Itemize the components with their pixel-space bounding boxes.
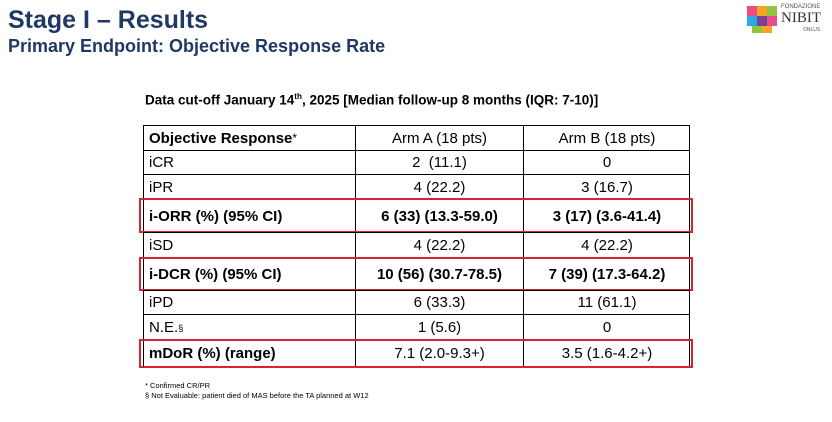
cell-text: 6 (33) (13.3-59.0) (381, 207, 498, 225)
label-sup: * (292, 131, 298, 145)
row-label: i-ORR (%) (95% CI) (143, 200, 355, 232)
logo-name: NIBIT (781, 10, 821, 26)
cell: 6 (33.3) (355, 291, 523, 314)
caption-text: Data cut-off January 14 (145, 92, 295, 108)
highlight-box (139, 339, 693, 368)
cell: 4 (22.2) (355, 233, 523, 258)
cell-text: 6 (33.3) (413, 294, 466, 311)
highlight-box (139, 257, 693, 291)
subtitle: Primary Endpoint: Objective Response Rat… (8, 36, 386, 56)
cell: 6 (33) (13.3-59.0) (355, 200, 523, 232)
cell: 11 (61.1) (523, 291, 690, 314)
cell: 1 (5.6) (355, 315, 523, 340)
cell-text: 0 (602, 154, 612, 171)
logo: FONDAZIONE NIBIT ONLUS (745, 4, 825, 36)
cell: 3 (16.7) (523, 175, 690, 199)
cell: 0 (523, 315, 690, 340)
cell-text: 0 (602, 319, 612, 336)
caption-text: , 2025 [Median follow-up 8 months (IQR: … (301, 92, 599, 108)
cell-text: 4 (22.2) (413, 178, 466, 196)
cell: 7 (39) (17.3-64.2) (523, 259, 690, 290)
label-text: i-ORR (%) (95% CI) (149, 207, 283, 225)
row-label: iSD (143, 233, 355, 258)
title: Stage I – Results (8, 6, 209, 34)
cell: 3 (17) (3.6-41.4) (523, 200, 690, 232)
logo-bottom: ONLUS (803, 27, 821, 33)
label-sup: § (178, 322, 184, 333)
label-text: iCR (149, 154, 174, 171)
row-label: Objective Response * (143, 126, 355, 150)
row-label: iCR (143, 151, 355, 174)
footnote: * Confirmed CR/PR (145, 381, 211, 390)
cell: 0 (523, 151, 690, 174)
label-text: iPD (149, 294, 174, 311)
cell-text: 4 (22.2) (581, 237, 633, 254)
cell: 7.1 (2.0-9.3+) (355, 341, 523, 366)
row-label: N.E. § (143, 315, 355, 340)
cell-text: 10 (56) (30.7-78.5) (376, 266, 503, 283)
header-row: Objective Response * Arm A (18 pts) Arm B (… (143, 125, 690, 150)
row-label: iPD (143, 291, 355, 314)
caption-sup: th (294, 92, 302, 101)
footnote: § Not Evaluable: patient died of MAS bef… (145, 391, 369, 400)
table-row: iPR 4 (22.2) 3 (16.7) (143, 174, 690, 199)
cell-text: 1 (5.6) (417, 319, 462, 336)
cell-text: 3.5 (1.6-4.2+) (561, 345, 653, 362)
cell-text: Arm B (18 pts) (558, 129, 656, 147)
cell-text: 11 (61.1) (577, 294, 637, 311)
cell-text: Arm A (18 pts) (391, 129, 488, 147)
caption: Data cut-off January 14th, 2025 [Median … (145, 92, 598, 108)
logo-puzzle (747, 6, 777, 33)
cell-text: 3 (16.7) (581, 178, 633, 196)
cell: Arm A (18 pts) (355, 126, 523, 150)
cell: Arm B (18 pts) (523, 126, 690, 150)
row-label: mDoR (%) (range) (143, 341, 355, 366)
cell-text: 4 (22.2) (413, 237, 466, 254)
row-label: i-DCR (%) (95% CI) (143, 259, 355, 290)
label-text: i-DCR (%) (95% CI) (149, 266, 282, 283)
cell-text: 3 (17) (3.6-41.4) (552, 207, 662, 225)
cell: 10 (56) (30.7-78.5) (355, 259, 523, 290)
cell-text: 7 (39) (17.3-64.2) (548, 266, 666, 283)
table-row: iCR 2 (11.1) 0 (143, 150, 690, 174)
label-text: N.E. (149, 319, 179, 336)
cell: 4 (22.2) (523, 233, 690, 258)
table-row: iSD 4 (22.2) 4 (22.2) (143, 232, 690, 258)
label-text: iPR (149, 178, 174, 196)
cell: 4 (22.2) (355, 175, 523, 199)
label-text: mDoR (%) (range) (149, 345, 276, 362)
cell: 3.5 (1.6-4.2+) (523, 341, 690, 366)
cell-text: 7.1 (2.0-9.3+) (394, 345, 485, 362)
label-text: Objective Response (149, 129, 293, 147)
table-row: iPD 6 (33.3) 11 (61.1) (143, 290, 690, 314)
cell-text: 2 (11.1) (412, 154, 467, 171)
highlight-box (139, 198, 693, 233)
table-row: N.E. § 1 (5.6) 0 (143, 314, 690, 340)
label-text: iSD (149, 237, 174, 254)
cell: 2 (11.1) (355, 151, 523, 174)
row-label: iPR (143, 175, 355, 199)
logo-top: FONDAZIONE (781, 4, 821, 10)
